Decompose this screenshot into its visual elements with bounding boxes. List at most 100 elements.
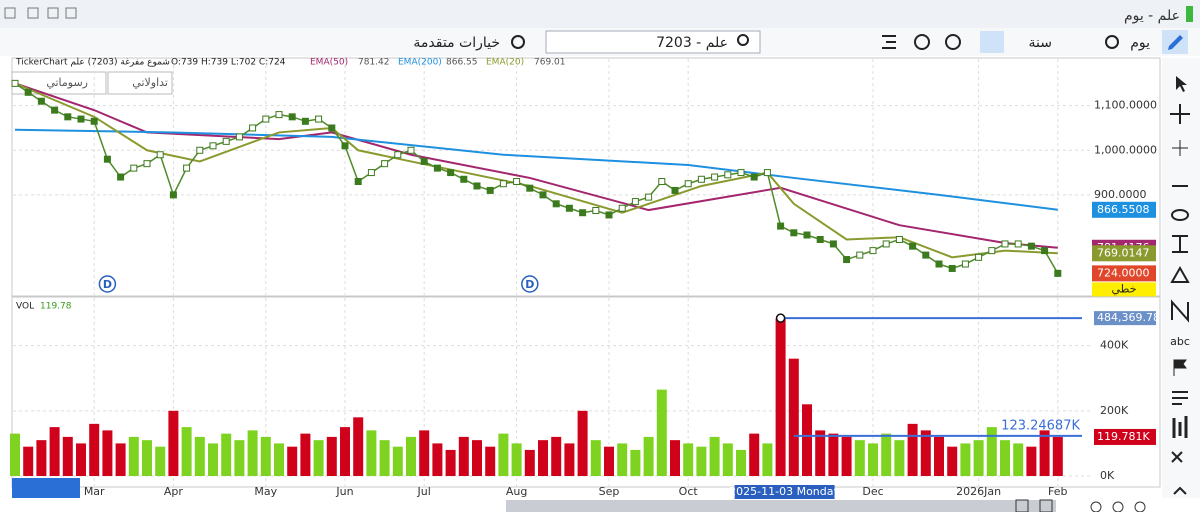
tool[interactable] bbox=[1172, 416, 1188, 438]
volume-bar bbox=[194, 436, 205, 476]
candle bbox=[829, 240, 837, 248]
win-btn[interactable] bbox=[27, 7, 39, 19]
win-btn[interactable] bbox=[47, 7, 59, 19]
candle bbox=[777, 222, 785, 230]
search-box[interactable] bbox=[545, 30, 761, 54]
price-panel bbox=[11, 57, 1161, 297]
ema-line bbox=[14, 128, 1058, 211]
volume-bar bbox=[142, 440, 152, 476]
options-button[interactable]: خيارات متقدمة bbox=[413, 35, 500, 51]
candle bbox=[1041, 247, 1049, 255]
win-btn[interactable] bbox=[4, 7, 16, 19]
tab-label[interactable]: رسوماتي bbox=[46, 76, 88, 89]
legend-value: 769.01 bbox=[534, 58, 566, 68]
volume-bar bbox=[894, 440, 905, 476]
candle bbox=[539, 191, 547, 199]
candle bbox=[249, 124, 257, 132]
tool[interactable] bbox=[1171, 451, 1183, 463]
title-bar bbox=[0, 0, 1200, 28]
candle bbox=[988, 247, 996, 255]
volume-bar bbox=[656, 389, 667, 476]
price-tag bbox=[1092, 265, 1156, 282]
vol-name: VOL bbox=[16, 302, 34, 312]
volume-bar bbox=[907, 423, 918, 476]
candle bbox=[750, 173, 758, 181]
tool[interactable] bbox=[1170, 265, 1190, 283]
text-tool[interactable]: abc bbox=[1170, 335, 1190, 348]
volume-bar bbox=[62, 436, 73, 476]
volume-bar bbox=[683, 443, 694, 476]
x-tick-label: Sep bbox=[599, 485, 620, 498]
cursor-tool[interactable] bbox=[1176, 76, 1187, 92]
range-button[interactable]: سنة bbox=[1029, 35, 1052, 51]
y-tick-label: 200K bbox=[1100, 404, 1129, 417]
candle bbox=[869, 247, 877, 255]
volume-bar bbox=[300, 433, 311, 476]
candle bbox=[301, 117, 309, 125]
event-label: D bbox=[525, 278, 534, 291]
candle bbox=[196, 146, 204, 154]
candle bbox=[1027, 242, 1035, 250]
candle bbox=[790, 229, 798, 237]
candle bbox=[103, 155, 111, 163]
tool[interactable] bbox=[1171, 209, 1189, 221]
tool[interactable] bbox=[1172, 391, 1188, 405]
tool[interactable] bbox=[1172, 140, 1188, 156]
price-tag bbox=[1092, 201, 1156, 218]
tool-icon[interactable] bbox=[945, 34, 961, 50]
volume-bar bbox=[538, 440, 548, 476]
tool[interactable] bbox=[1173, 486, 1187, 495]
volume-bar bbox=[181, 427, 192, 476]
search-text[interactable]: 7203 - علم bbox=[656, 35, 728, 51]
tool[interactable] bbox=[1172, 235, 1188, 253]
volume-bar bbox=[551, 436, 562, 476]
volume-bar bbox=[458, 436, 469, 476]
candle bbox=[948, 264, 956, 272]
tab[interactable] bbox=[107, 71, 173, 95]
search-icon[interactable] bbox=[737, 34, 749, 46]
candle bbox=[895, 235, 903, 243]
gear-icon bbox=[511, 35, 525, 49]
tool[interactable] bbox=[1171, 299, 1189, 323]
tool-active[interactable] bbox=[980, 31, 1004, 53]
volume-bar bbox=[1052, 436, 1063, 476]
scrollbar[interactable] bbox=[506, 500, 1056, 512]
clock-icon bbox=[1105, 35, 1119, 49]
period-button[interactable]: يوم bbox=[1130, 35, 1150, 51]
cross-tool[interactable] bbox=[1170, 104, 1190, 124]
volume-bar bbox=[274, 443, 284, 476]
volume-bar bbox=[709, 436, 720, 476]
edit-button[interactable] bbox=[12, 478, 80, 498]
candle bbox=[975, 253, 983, 261]
candle bbox=[90, 117, 98, 125]
candle bbox=[1001, 240, 1009, 248]
tool-icon[interactable] bbox=[882, 35, 896, 49]
volume-bar bbox=[670, 440, 680, 476]
tool[interactable] bbox=[1173, 359, 1187, 376]
win-btn[interactable] bbox=[65, 7, 77, 19]
volume-bar bbox=[313, 440, 324, 476]
candle bbox=[11, 79, 19, 87]
candle bbox=[605, 211, 613, 219]
candle bbox=[235, 133, 243, 141]
ema-line bbox=[14, 82, 1058, 259]
volume-bar bbox=[630, 449, 641, 476]
tab-label[interactable]: تداولاتي bbox=[132, 76, 168, 89]
x-tick-label: Oct bbox=[679, 485, 699, 498]
candle bbox=[658, 178, 666, 185]
volume-bar bbox=[353, 417, 364, 476]
level-point bbox=[775, 313, 786, 323]
event-marker bbox=[98, 275, 117, 293]
candle bbox=[579, 209, 587, 217]
volume-bar bbox=[1013, 443, 1024, 476]
tool-icon[interactable] bbox=[914, 34, 930, 50]
level-tag bbox=[1094, 311, 1156, 326]
candle bbox=[592, 206, 600, 214]
candle bbox=[737, 169, 745, 177]
legend-value: 781.42 bbox=[358, 58, 390, 68]
volume-bar bbox=[1039, 430, 1050, 476]
info-name: TickerChart شموع مفرغة (7203) علم bbox=[15, 58, 170, 68]
volume-bar bbox=[749, 433, 760, 476]
volume-bar bbox=[590, 440, 601, 476]
